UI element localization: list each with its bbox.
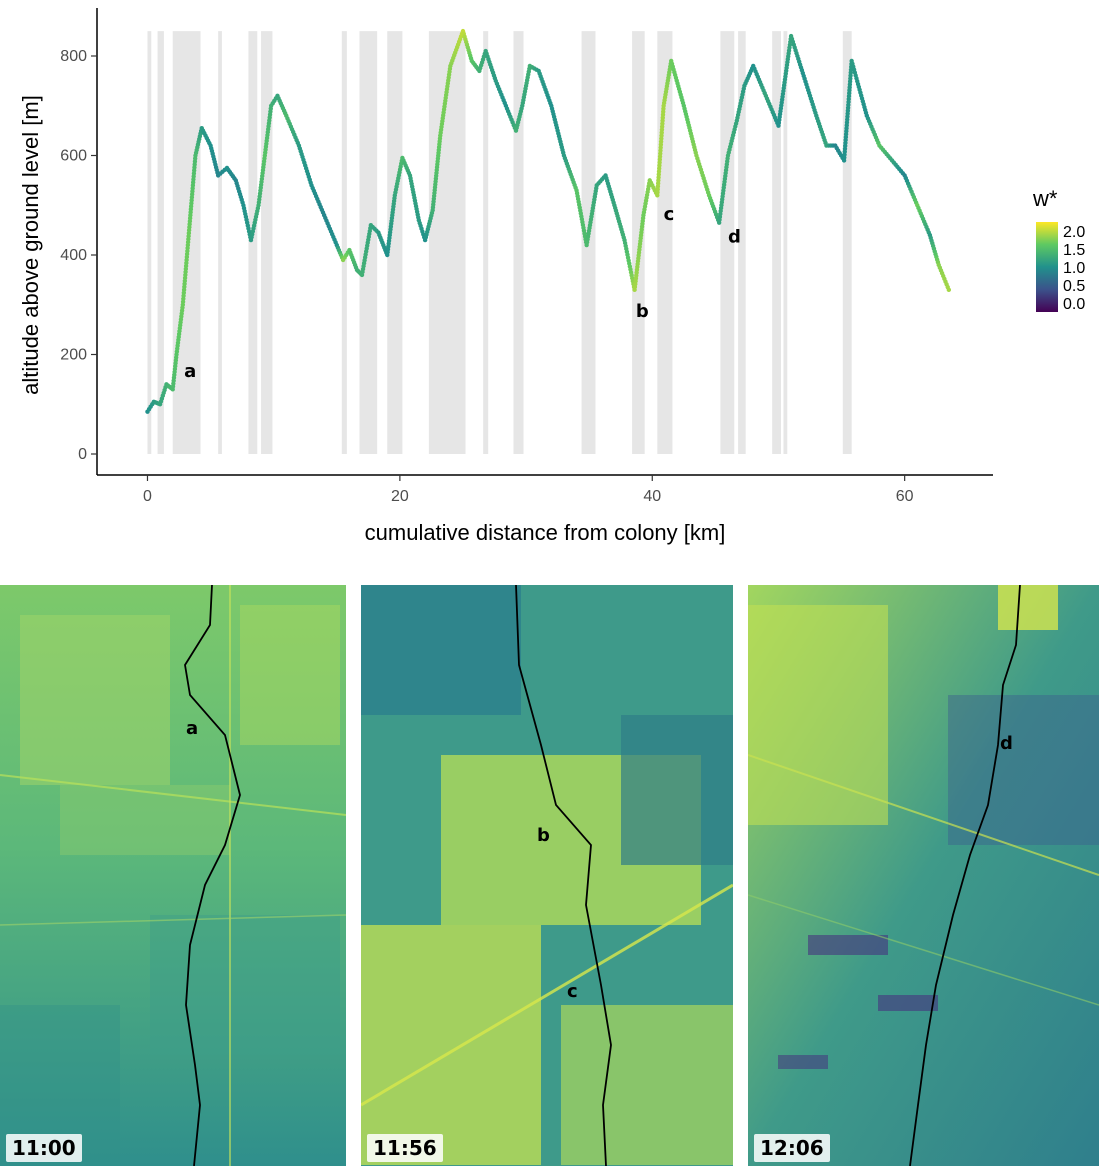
x-axis-title: cumulative distance from colony [km] [365, 520, 726, 545]
thermal-band [738, 31, 746, 454]
annotation-b: b [636, 301, 649, 322]
map-time-1100: 11:00 [6, 1134, 82, 1162]
thermal-band [783, 31, 788, 454]
x-tick-label: 20 [391, 488, 409, 505]
map-label-a: a [186, 718, 199, 739]
y-tick-label: 200 [60, 347, 87, 364]
y-axis-title: altitude above ground level [m] [18, 95, 43, 395]
thermal-band [387, 31, 403, 454]
legend-title: w* [1032, 186, 1058, 211]
legend-tick-label: 1.5 [1063, 242, 1085, 259]
thermal-band [157, 31, 164, 454]
legend: w* 2.01.51.00.50.0 [1032, 186, 1085, 313]
map-label-c: c [567, 981, 578, 1002]
legend-tick-label: 2.0 [1063, 224, 1085, 241]
legend-tick-label: 1.0 [1063, 260, 1085, 277]
legend-tick-label: 0.0 [1063, 296, 1085, 313]
map-label-b: b [537, 825, 550, 846]
flight-track [515, 585, 612, 1166]
map-panel-1206: d 12:06 [748, 585, 1099, 1166]
thermal-band [513, 31, 524, 454]
y-tick-label: 600 [60, 148, 87, 165]
y-ticks: 0 200 400 600 800 [60, 48, 97, 463]
thermal-band [248, 31, 258, 454]
thermal-band [842, 31, 852, 454]
map-time-1156: 11:56 [367, 1134, 443, 1162]
flight-track [909, 585, 1021, 1166]
legend-colorbar [1036, 222, 1058, 312]
map-label-d: d [1000, 733, 1013, 754]
map-panel-1156: b c 11:56 [361, 585, 733, 1166]
map-background [0, 585, 346, 1166]
data-points [145, 28, 952, 414]
altitude-chart: 0 20 40 60 0 200 400 600 800 a b c d cumulative di… [18, 8, 1085, 545]
y-tick-label: 800 [60, 48, 87, 65]
map-time-1206: 12:06 [754, 1134, 830, 1162]
x-ticks: 0 20 40 60 [143, 475, 914, 505]
data-point [946, 287, 952, 293]
thermal-band [341, 31, 347, 454]
thermal-band [772, 31, 781, 454]
x-tick-label: 0 [143, 488, 152, 505]
thermal-band [218, 31, 222, 454]
map-background [748, 585, 1099, 1166]
annotation-d: d [728, 227, 741, 248]
legend-ticks: 2.01.51.00.50.0 [1063, 224, 1085, 313]
thermal-band [261, 31, 273, 454]
legend-tick-label: 0.5 [1063, 278, 1085, 295]
flight-track [184, 585, 241, 1166]
x-tick-label: 40 [643, 488, 661, 505]
x-tick-label: 60 [896, 488, 914, 505]
annotation-c: c [664, 204, 675, 225]
thermal-band [147, 31, 152, 454]
annotation-a: a [184, 361, 196, 382]
y-tick-label: 400 [60, 247, 87, 264]
y-tick-label: 0 [78, 446, 87, 463]
thermal-band [483, 31, 489, 454]
annotations: a b c d [184, 204, 741, 382]
map-background [361, 585, 733, 1166]
map-panel-1100: a 11:00 [0, 585, 346, 1166]
